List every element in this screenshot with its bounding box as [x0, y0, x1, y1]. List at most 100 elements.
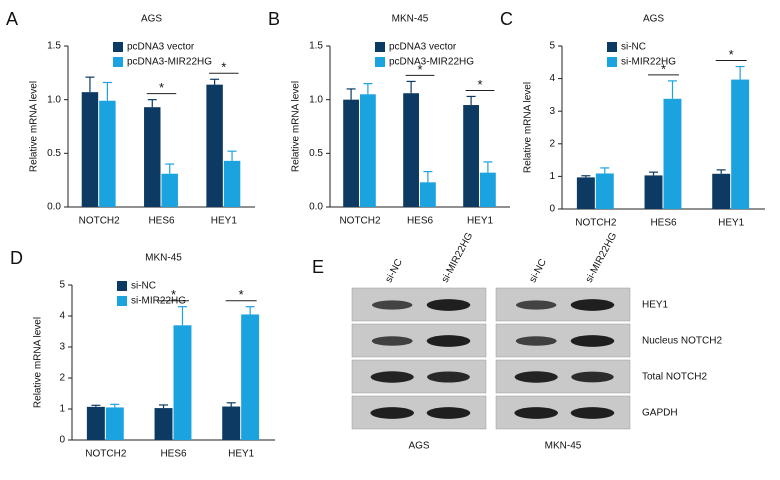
y-axis-label: Relative mRNA level [33, 317, 44, 408]
y-tick-label: 0.0 [309, 202, 323, 213]
x-tick-label: NOTCH2 [339, 216, 381, 227]
bar [222, 406, 241, 440]
error-bar [667, 80, 677, 99]
y-tick-label: 1 [549, 171, 555, 182]
blot-band [370, 371, 414, 383]
blot-band [570, 335, 615, 347]
panel-letter: B [268, 9, 280, 29]
panel-letter: E [312, 257, 324, 277]
lane-label: si-MIR22HG [440, 231, 476, 285]
bar [731, 79, 750, 209]
error-bar [649, 171, 659, 176]
y-tick-label: 0 [549, 204, 555, 215]
bar [144, 107, 161, 207]
y-axis-label: Relative mRNA level [291, 81, 302, 172]
y-tick-label: 1 [59, 404, 65, 415]
bar [161, 173, 178, 207]
y-tick-label: 3 [59, 342, 65, 353]
bar [173, 325, 192, 440]
bar [644, 175, 663, 209]
bar [576, 177, 595, 209]
bar [154, 408, 173, 440]
error-bar [159, 404, 169, 409]
blot-band [370, 407, 415, 419]
x-tick-label: HES6 [148, 216, 175, 227]
x-tick-label: HES6 [650, 218, 677, 229]
blot-band [427, 371, 470, 383]
legend-swatch [375, 42, 385, 52]
significance-mark: * [239, 287, 244, 302]
legend-swatch [375, 57, 385, 67]
blot-band [570, 407, 615, 419]
x-tick-label: HEY1 [718, 218, 745, 229]
bar [360, 94, 376, 207]
protein-label: HEY1 [642, 300, 669, 311]
protein-label: Total NOTCH2 [642, 372, 707, 383]
protein-label: GAPDH [642, 408, 678, 419]
bar [595, 173, 614, 209]
legend-label: si-NC [131, 281, 156, 292]
blot-band [426, 299, 471, 311]
x-tick-label: HES6 [160, 449, 187, 460]
error-bar [406, 80, 416, 94]
protein-label: Nucleus NOTCH2 [642, 336, 722, 347]
significance-mark: * [477, 77, 482, 92]
error-bar [735, 65, 745, 80]
bar [403, 93, 419, 207]
error-bar [423, 170, 433, 183]
y-tick-label: 0.5 [47, 148, 61, 159]
error-bar [91, 404, 101, 407]
x-tick-label: NOTCH2 [85, 449, 127, 460]
error-bar [210, 78, 220, 85]
y-tick-label: 1.0 [309, 94, 323, 105]
y-tick-label: 1.5 [309, 41, 323, 52]
x-tick-label: NOTCH2 [575, 218, 617, 229]
x-tick-label: HEY1 [211, 216, 238, 227]
significance-mark: * [661, 61, 666, 76]
bar [420, 182, 436, 207]
legend-swatch [113, 42, 123, 52]
chart-title: MKN-45 [392, 14, 429, 25]
blot-band [571, 371, 614, 383]
blot-band [426, 335, 471, 347]
y-tick-label: 1.0 [47, 94, 61, 105]
bar [712, 173, 731, 209]
bar [663, 98, 682, 209]
bar [206, 84, 223, 207]
y-tick-label: 4 [549, 73, 555, 84]
x-tick-label: NOTCH2 [79, 216, 121, 227]
error-bar [147, 99, 157, 108]
legend-label: si-NC [621, 42, 646, 53]
legend-label: pcDNA3-MIR22HG [127, 57, 212, 68]
bar [86, 406, 105, 440]
bar [223, 160, 241, 207]
legend-label: si-MIR22HG [131, 296, 186, 307]
error-bar [102, 81, 112, 101]
significance-mark: * [729, 47, 734, 62]
blot-band [516, 300, 557, 310]
error-bar [177, 306, 187, 326]
blot-band [426, 407, 471, 419]
error-bar [483, 161, 493, 173]
error-bar [226, 402, 236, 407]
bar [81, 92, 99, 207]
error-bar [227, 150, 237, 161]
x-tick-label: HEY1 [467, 216, 494, 227]
legend-swatch [117, 296, 127, 306]
blot-band [372, 300, 413, 310]
error-bar [363, 82, 373, 95]
error-bar [600, 167, 610, 174]
lane-label: si-NC [527, 257, 548, 284]
y-tick-label: 2 [59, 373, 65, 384]
significance-mark: * [171, 287, 176, 302]
legend-swatch [113, 57, 123, 67]
panel-letter: A [6, 9, 18, 29]
x-tick-label: HEY1 [228, 449, 255, 460]
y-tick-label: 1.5 [47, 41, 61, 52]
error-bar [716, 169, 726, 174]
blot-band [514, 407, 558, 419]
legend-label: pcDNA3 vector [127, 42, 195, 53]
legend-label: pcDNA3 vector [389, 42, 457, 53]
error-bar [346, 88, 356, 100]
